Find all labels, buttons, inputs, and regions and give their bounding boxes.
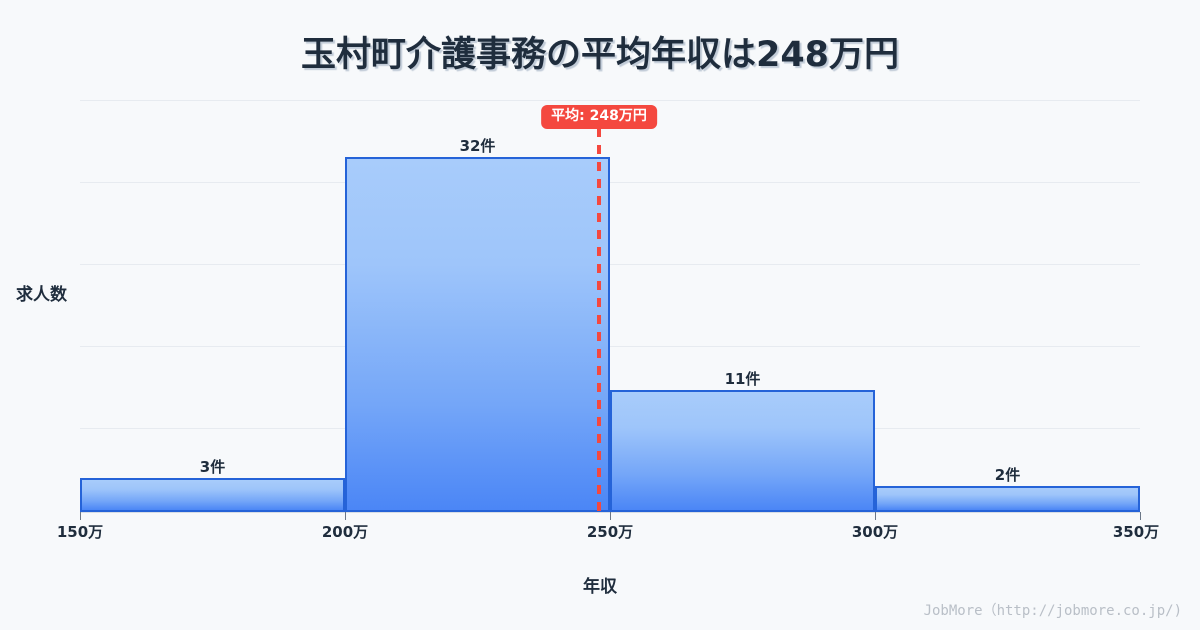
chart-title: 玉村町介護事務の平均年収は248万円 — [300, 35, 900, 75]
gridline — [80, 264, 1140, 265]
tick-label-150: 150万 — [56, 523, 104, 541]
gridline — [80, 346, 1140, 347]
bar-label-150-200: 3件 — [199, 458, 226, 476]
mean-line — [597, 128, 601, 512]
tick-mark-150 — [80, 512, 81, 520]
tick-mark-300 — [875, 512, 876, 520]
watermark: JobMore（http://jobmore.co.jp/) — [923, 603, 1182, 619]
tick-label-250: 250万 — [586, 523, 634, 541]
tick-mark-350 — [1140, 512, 1141, 520]
mean-badge: 平均: 248万円 — [541, 105, 657, 130]
tick-mark-200 — [345, 512, 346, 520]
bar-150-200[interactable] — [80, 478, 345, 512]
gridline — [80, 100, 1140, 101]
tick-label-350: 350万 — [1112, 523, 1160, 541]
bar-200-250[interactable] — [345, 157, 610, 512]
tick-label-200: 200万 — [321, 523, 369, 541]
gridline — [80, 182, 1140, 183]
tick-label-300: 300万 — [851, 523, 899, 541]
tick-mark-250 — [610, 512, 611, 520]
bar-label-200-250: 32件 — [459, 137, 496, 155]
y-axis-title: 求人数 — [16, 285, 67, 305]
bar-label-250-300: 11件 — [724, 370, 761, 388]
x-axis-title: 年収 — [583, 577, 617, 597]
bar-label-300-350: 2件 — [994, 466, 1021, 484]
bar-300-350[interactable] — [875, 486, 1140, 512]
bar-250-300[interactable] — [610, 390, 875, 512]
